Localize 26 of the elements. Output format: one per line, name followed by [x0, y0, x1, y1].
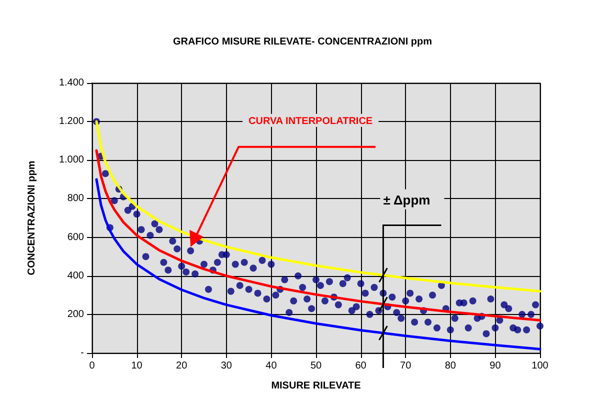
annotation: ± Δppm — [383, 192, 430, 208]
x-tick-label: 90 — [490, 360, 502, 372]
line-series — [95, 178, 542, 350]
x-tick-label: 0 — [89, 360, 96, 372]
y-tick-label: 1.400 — [58, 78, 84, 88]
y-tick-label: 400 — [67, 270, 84, 282]
x-tick-label: 50 — [310, 360, 322, 372]
y-tick-label: 800 — [67, 193, 84, 204]
y-tick-label: 200 — [67, 308, 84, 320]
y-tick-label: - — [80, 348, 84, 358]
x-tick-label: 10 — [131, 360, 143, 372]
y-axis-title: CONCENTRAZIONI ppm — [26, 160, 38, 276]
x-tick-label: 80 — [444, 360, 456, 372]
x-tick-label: 20 — [176, 360, 188, 372]
x-tick-label: 100 — [532, 360, 549, 372]
annotation: CURVA INTERPOLATRICE — [248, 116, 373, 127]
x-tick-label: 40 — [266, 360, 278, 372]
x-tick-label: 60 — [355, 360, 367, 372]
y-tick-label: 1.000 — [58, 154, 84, 166]
chart-title: GRAFICO MISURE RILEVATE- CONCENTRAZIONI ppm — [172, 36, 432, 48]
y-tick-label: 600 — [67, 232, 84, 243]
line-series — [95, 149, 542, 322]
x-tick-label: 70 — [400, 360, 412, 372]
y-tick-label: 1.200 — [58, 116, 84, 128]
x-tick-label: 30 — [220, 360, 232, 372]
x-axis-title: MISURE RILEVATE — [271, 380, 362, 392]
